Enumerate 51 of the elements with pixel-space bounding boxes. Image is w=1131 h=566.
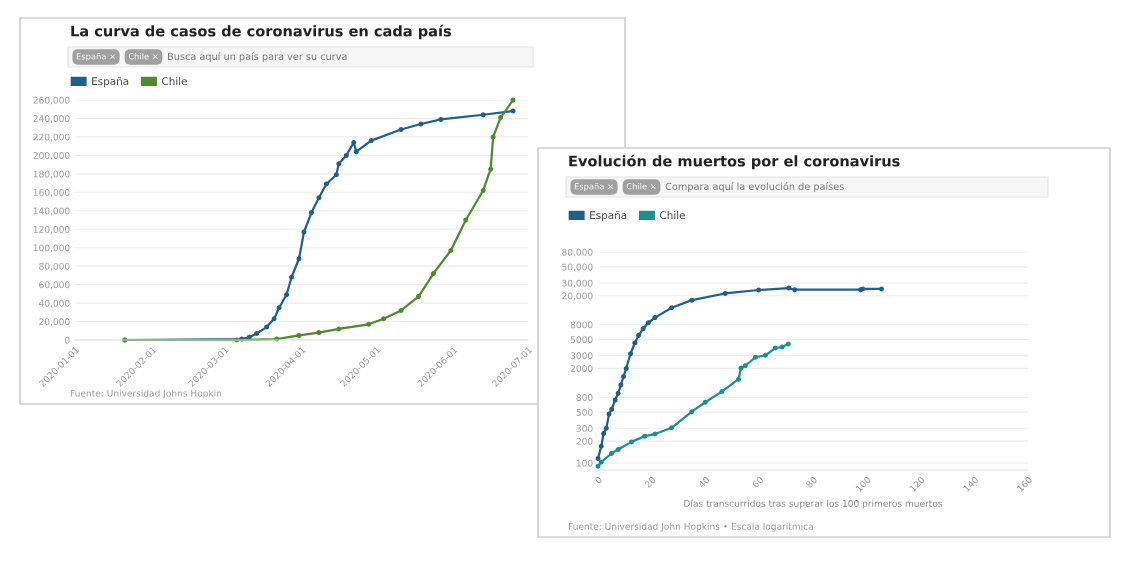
chart-subtitle: Compara aquí la evolución de países xyxy=(665,182,844,192)
text: España × xyxy=(574,182,613,192)
y-tick-label: 20,000 xyxy=(39,318,70,327)
x-tick-label: 120 xyxy=(909,476,926,492)
chart-subtitle: Busca aquí un país para ver su curva xyxy=(168,52,347,62)
chart-title: Evolución de muertos por el coronavirus xyxy=(569,154,900,170)
legend-label: Chile xyxy=(660,211,685,220)
x-axis-title: Días transcurridos tras superar los 100 primeros muertos xyxy=(684,499,943,509)
text: Chile × xyxy=(626,182,656,190)
x-tick-label: 40 xyxy=(697,476,711,489)
y-tick-label: 260,000 xyxy=(33,96,70,105)
y-tick-label: 200 xyxy=(576,437,593,445)
chart-title: La curva de casos de coronavirus en cada país xyxy=(71,24,451,40)
text: España × xyxy=(76,52,115,62)
y-tick-label: 500 xyxy=(576,408,593,416)
y-tick-label: 100 xyxy=(576,459,593,467)
y-tick-label: 60,000 xyxy=(39,281,70,290)
y-tick-label: 80,000 xyxy=(39,262,70,271)
legend-label: Chile xyxy=(162,77,187,86)
x-tick-label: 0 xyxy=(594,476,603,485)
y-tick-label: 40,000 xyxy=(38,299,70,308)
y-tick-label: 5000 xyxy=(570,336,593,344)
legend-label: España xyxy=(92,76,129,88)
y-tick-label: 220,000 xyxy=(33,133,70,142)
x-tick-label: 20 xyxy=(644,476,657,489)
x-tick-label: 80 xyxy=(805,476,818,489)
y-tick-label: 160,000 xyxy=(33,189,70,197)
x-tick-label: 140 xyxy=(962,476,979,492)
y-tick-label: 3000 xyxy=(570,352,593,360)
y-tick-label: 8000 xyxy=(570,321,593,329)
y-tick-label: 80,000 xyxy=(562,248,593,257)
y-tick-label: 100,000 xyxy=(33,244,70,253)
x-tick-label: 60 xyxy=(751,476,764,489)
source-note: Fuente: Universidad John Hopkins • Escala logarítmica xyxy=(568,522,813,532)
y-tick-label: 800 xyxy=(576,394,593,401)
y-tick-label: 140,000 xyxy=(33,207,70,216)
y-tick-label: 300 xyxy=(576,425,593,432)
text: Chile × xyxy=(128,52,158,60)
y-tick-label: 30,000 xyxy=(562,279,593,288)
source-note: Fuente: Universidad Johns Hopkin xyxy=(70,389,222,399)
y-tick-label: 120,000 xyxy=(33,225,70,234)
y-tick-label: 50,000 xyxy=(562,263,593,272)
y-tick-label: 20,000 xyxy=(562,292,593,301)
x-tick-label: 100 xyxy=(855,476,872,492)
y-tick-label: 2000 xyxy=(570,365,593,372)
y-tick-label: 200,000 xyxy=(33,152,70,160)
y-tick-label: 180,000 xyxy=(33,170,70,179)
y-tick-label: 0 xyxy=(64,336,70,344)
x-tick-label: 160 xyxy=(1016,476,1033,492)
legend-label: España xyxy=(590,210,627,222)
y-tick-label: 240,000 xyxy=(33,115,70,123)
